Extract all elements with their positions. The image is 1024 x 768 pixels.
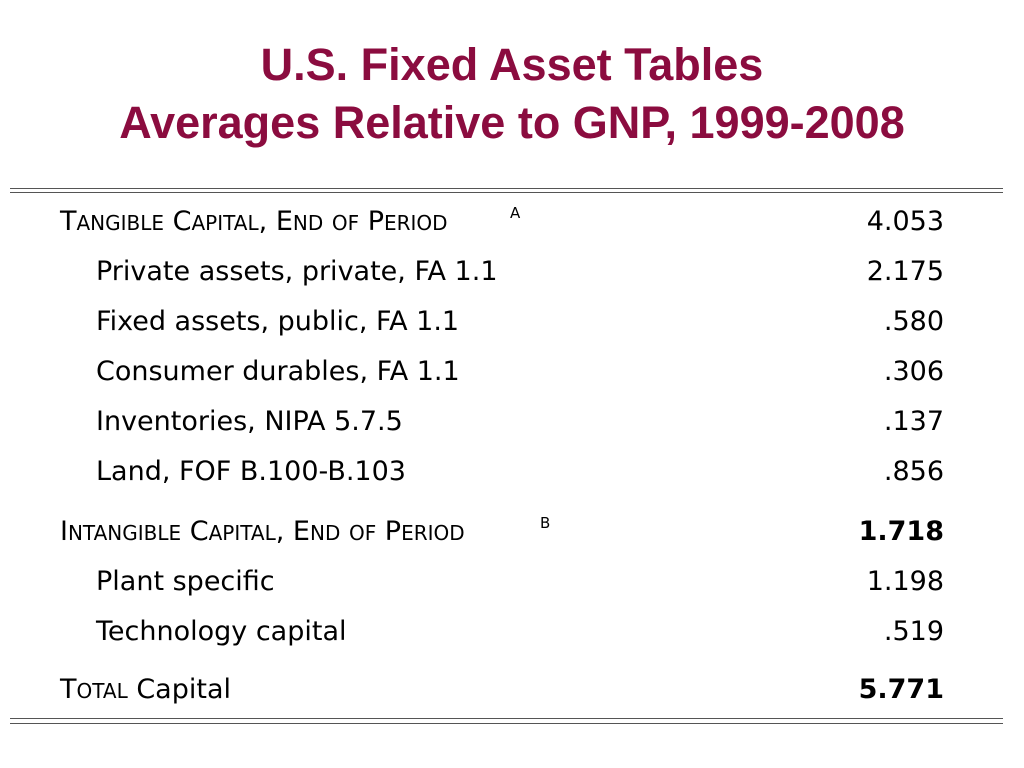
- table-bottom-rule: [10, 718, 1003, 719]
- slide-title: U.S. Fixed Asset Tables Averages Relativ…: [0, 36, 1024, 152]
- row-label: Land, FOF B.100-B.103: [96, 456, 406, 487]
- total-label-suffix: Capital: [136, 674, 231, 705]
- title-line-1: U.S. Fixed Asset Tables: [260, 39, 764, 90]
- table-row: Consumer durables, FA 1.1 .306: [0, 356, 1024, 396]
- row-label: Inventories, NIPA 5.7.5: [96, 406, 403, 437]
- table-bottom-rule-inner: [10, 723, 1003, 724]
- intangible-capital-value: 1.718: [858, 516, 944, 547]
- table-row: Land, FOF B.100-B.103 .856: [0, 456, 1024, 496]
- row-label: Technology capital: [96, 616, 347, 647]
- footnote-a: A: [510, 204, 521, 222]
- row-value: .856: [883, 456, 944, 487]
- row-value: 1.198: [866, 566, 944, 597]
- tangible-capital-value: 4.053: [866, 206, 944, 237]
- intangible-capital-label: INTANGIBLE CAPITAL, END OF PERIOD: [60, 516, 465, 547]
- table-row: Private assets, private, FA 1.1 2.175: [0, 256, 1024, 296]
- table-row: Inventories, NIPA 5.7.5 .137: [0, 406, 1024, 446]
- footnote-b: B: [540, 514, 551, 532]
- title-line-2: Averages Relative to GNP, 1999-2008: [119, 97, 905, 148]
- table-row-tangible-capital: TANGIBLE CAPITAL, END OF PERIOD A 4.053: [0, 204, 1024, 246]
- row-value: .137: [883, 406, 944, 437]
- table-row: Plant specific 1.198: [0, 566, 1024, 606]
- row-label: Fixed assets, public, FA 1.1: [96, 306, 460, 337]
- row-label: Consumer durables, FA 1.1: [96, 356, 460, 387]
- row-value: .519: [883, 616, 944, 647]
- table-top-rule-inner: [10, 192, 1003, 193]
- total-label-prefix: TOTAL: [60, 674, 128, 705]
- table-row-intangible-capital: INTANGIBLE CAPITAL, END OF PERIOD B 1.718: [0, 514, 1024, 556]
- row-label: Private assets, private, FA 1.1: [96, 256, 498, 287]
- row-value: .580: [883, 306, 944, 337]
- row-value: .306: [883, 356, 944, 387]
- table-top-rule: [10, 188, 1003, 189]
- tangible-capital-label: TANGIBLE CAPITAL, END OF PERIOD: [60, 206, 448, 237]
- row-label: Plant specific: [96, 566, 275, 597]
- total-capital-value: 5.771: [858, 674, 944, 705]
- table-row-total-capital: TOTAL Capital 5.771: [0, 674, 1024, 714]
- table-row: Fixed assets, public, FA 1.1 .580: [0, 306, 1024, 346]
- row-value: 2.175: [866, 256, 944, 287]
- total-capital-label: TOTAL Capital: [60, 674, 231, 705]
- table-row: Technology capital .519: [0, 616, 1024, 656]
